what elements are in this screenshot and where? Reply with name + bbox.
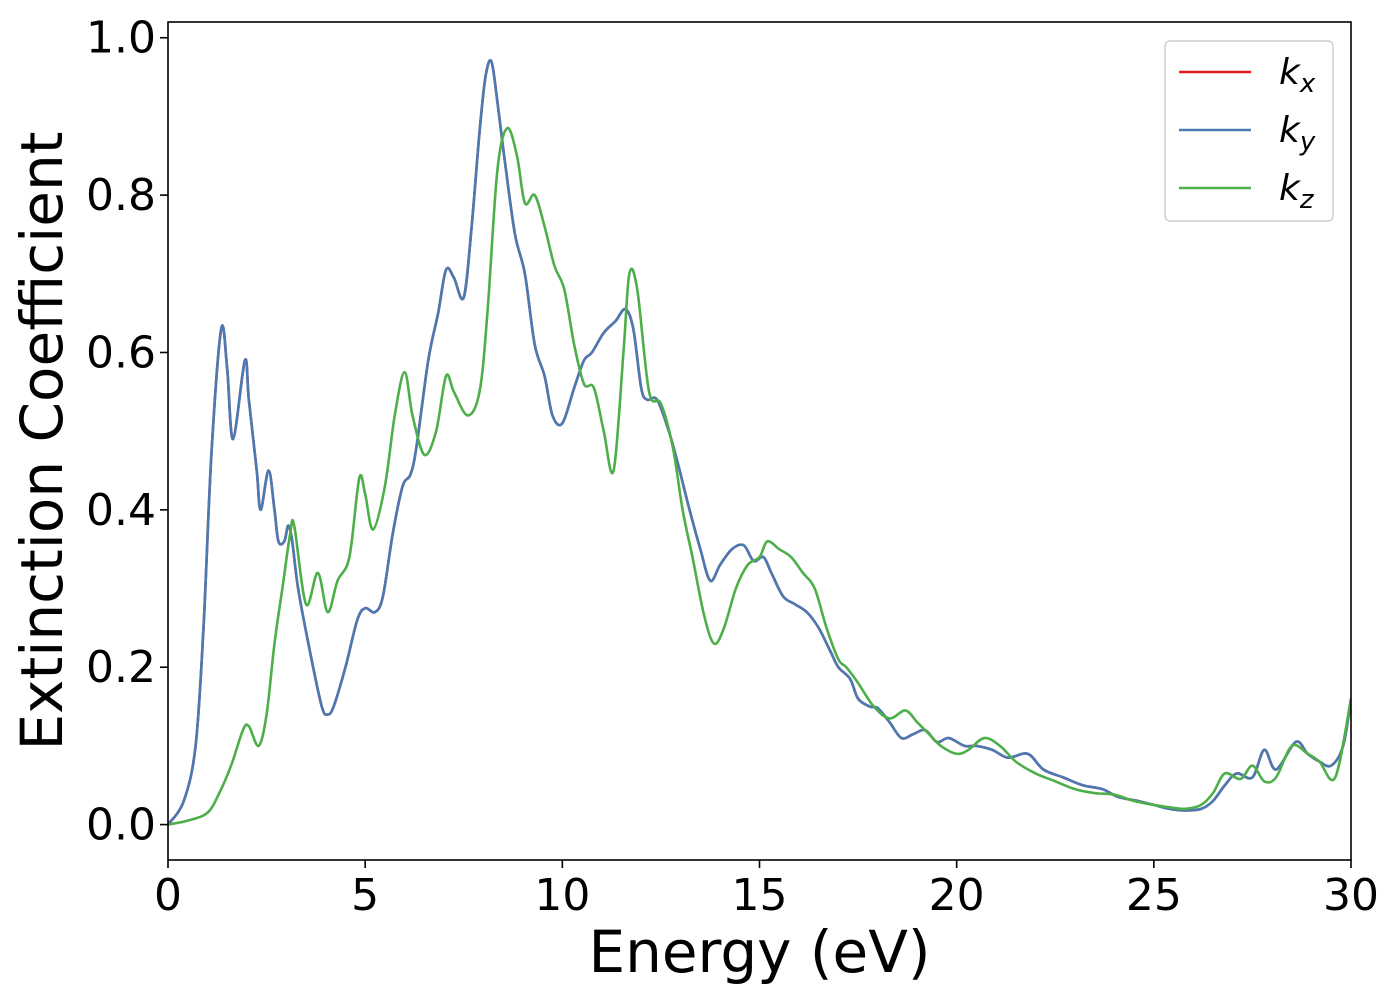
x-tick-label: 15 — [732, 870, 788, 921]
y-tick-label: 0.0 — [86, 800, 156, 851]
legend-label-z: kz — [1279, 168, 1315, 215]
x-tick-label: 20 — [929, 870, 985, 921]
series-line-z — [168, 126, 1351, 826]
y-axis: 0.0 0.2 0.4 0.6 0.8 1.0 — [86, 13, 168, 851]
y-axis-label: Extinction Coefficient — [8, 132, 76, 751]
y-tick-label: 0.6 — [86, 327, 156, 378]
x-tick-label: 10 — [534, 870, 590, 921]
x-tick-label: 5 — [351, 870, 379, 921]
x-axis-label: Energy (eV) — [588, 918, 930, 986]
x-axis: 0 5 10 15 20 25 30 — [154, 860, 1379, 921]
series-layer — [168, 59, 1351, 826]
x-tick-label: 0 — [154, 870, 182, 921]
x-tick-label: 25 — [1126, 870, 1182, 921]
legend: kx ky kz — [1164, 40, 1334, 222]
y-tick-label: 0.2 — [86, 642, 156, 693]
y-tick-label: 0.4 — [86, 485, 156, 536]
y-tick-label: 0.8 — [86, 170, 156, 221]
legend-label-y: ky — [1279, 110, 1316, 157]
y-tick-label: 1.0 — [86, 13, 156, 64]
x-tick-label: 30 — [1323, 870, 1379, 921]
series-line-y — [168, 59, 1351, 826]
legend-label-x: kx — [1279, 52, 1316, 99]
